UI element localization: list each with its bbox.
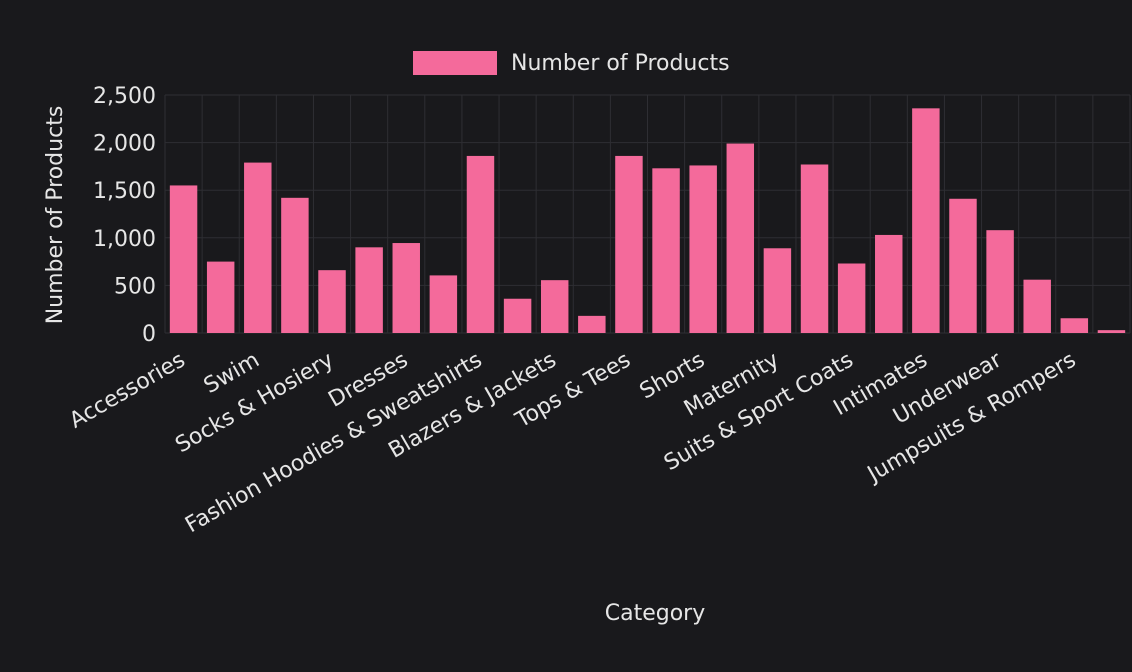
legend-swatch[interactable] bbox=[413, 51, 497, 75]
bar[interactable] bbox=[540, 280, 569, 333]
bar[interactable] bbox=[244, 162, 272, 333]
bar[interactable] bbox=[875, 234, 903, 333]
bar[interactable] bbox=[355, 247, 383, 333]
bar[interactable] bbox=[318, 270, 346, 333]
legend[interactable]: Number of Products bbox=[413, 51, 730, 76]
y-tick-labels: 0 500 1,000 1,500 2,000 2,500 bbox=[93, 84, 156, 347]
y-tick-label: 500 bbox=[114, 274, 156, 299]
bar[interactable] bbox=[1097, 330, 1126, 333]
bar[interactable] bbox=[763, 248, 792, 333]
bar[interactable] bbox=[800, 164, 829, 333]
bar[interactable] bbox=[689, 165, 717, 333]
bar[interactable] bbox=[837, 263, 866, 333]
bar[interactable] bbox=[726, 143, 755, 333]
bar[interactable] bbox=[206, 261, 235, 333]
y-tick-label: 2,000 bbox=[93, 132, 156, 157]
grid-layer bbox=[164, 94, 1131, 334]
bar[interactable] bbox=[912, 108, 940, 333]
bar[interactable] bbox=[281, 197, 309, 333]
bar[interactable] bbox=[986, 230, 1014, 333]
bar[interactable] bbox=[652, 168, 680, 333]
legend-label[interactable]: Number of Products bbox=[511, 51, 730, 76]
x-axis-title: Category bbox=[605, 601, 706, 626]
bar[interactable] bbox=[1023, 279, 1051, 333]
bar[interactable] bbox=[578, 315, 606, 333]
y-tick-label: 1,500 bbox=[93, 179, 156, 204]
bar[interactable] bbox=[1060, 318, 1089, 333]
y-axis-title: Number of Products bbox=[43, 106, 68, 325]
bar[interactable] bbox=[169, 185, 198, 333]
bars-layer bbox=[169, 108, 1126, 333]
bar[interactable] bbox=[392, 243, 420, 333]
y-tick-label: 0 bbox=[142, 322, 156, 347]
bar[interactable] bbox=[615, 155, 643, 333]
bar[interactable] bbox=[429, 275, 458, 333]
bar[interactable] bbox=[503, 298, 532, 333]
x-tick-label: Accessories bbox=[65, 348, 189, 434]
bar[interactable] bbox=[949, 198, 977, 333]
y-tick-label: 1,000 bbox=[93, 227, 156, 252]
y-tick-label: 2,500 bbox=[93, 84, 156, 109]
bar[interactable] bbox=[466, 155, 495, 333]
